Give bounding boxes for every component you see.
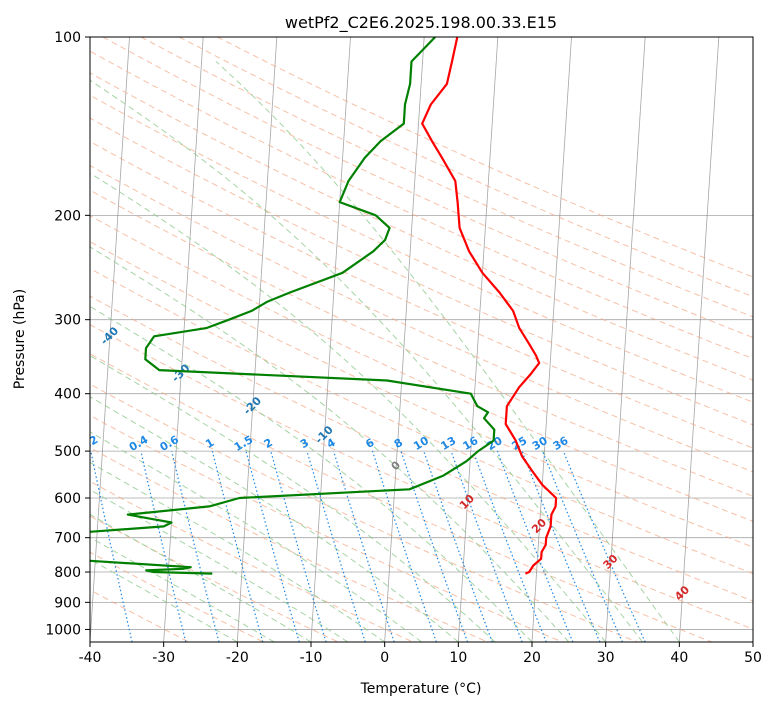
mixing-ratio-line [450, 450, 523, 642]
isotherm-line [605, 37, 646, 642]
mixing-ratio-line [562, 450, 646, 642]
temperature-profile-line [421, 37, 558, 575]
y-tick-label: 1000 [45, 622, 81, 638]
axis-ticks: -40 -30 -20 -10 0 10 20 30 40 50 100 200 300 400 500 60… [45, 30, 762, 666]
dry-adiabat [90, 94, 753, 403]
moist-adiabat [90, 172, 607, 642]
mixing-ratio-line [333, 450, 395, 642]
mixing-ratio-line [542, 450, 623, 642]
mixing-ratio-line [423, 450, 493, 642]
mixing-ratio-line [306, 450, 366, 642]
dry-adiabat [90, 383, 638, 642]
x-axis-label: Temperature (°C) [360, 681, 482, 697]
y-axis-label: Pressure (hPa) [12, 289, 28, 389]
moist-adiabat [90, 431, 422, 642]
isotherm-line [163, 37, 204, 642]
dry-adiabat [90, 551, 264, 642]
dry-adiabat [90, 353, 712, 642]
moist-adiabat [90, 396, 459, 642]
x-tick-label: 40 [670, 650, 688, 666]
isotherm-line [678, 37, 720, 642]
x-tick-label: 50 [744, 650, 762, 666]
y-tick-label: 500 [54, 444, 81, 460]
mixing-ratio-line [472, 450, 547, 642]
y-tick-label: 900 [54, 595, 81, 611]
dry-adiabat [90, 189, 753, 497]
y-tick-label: 100 [54, 30, 81, 46]
mixing-ratio-line [270, 450, 327, 642]
plot-frame [89, 36, 754, 643]
moist-adiabat [215, 61, 680, 642]
x-tick-label: -10 [300, 650, 323, 666]
mixing-ratio-line [245, 450, 300, 642]
moist-adiabat [90, 536, 275, 642]
y-tick-label: 300 [54, 313, 81, 329]
grid-layer [90, 37, 753, 642]
dry-adiabat [90, 414, 563, 642]
x-tick-label: -30 [152, 650, 175, 666]
mixing-ratio-line [211, 450, 264, 642]
dry-adiabat [90, 267, 753, 575]
y-tick-label: 800 [54, 565, 81, 581]
mixing-ratio-line [400, 450, 469, 642]
moist-adiabat [90, 513, 312, 642]
y-tick-label: 400 [54, 387, 81, 403]
dry-adiabat [90, 295, 753, 602]
isotherm-line [457, 37, 499, 642]
x-tick-label: 30 [597, 650, 615, 666]
dry-adiabat [90, 241, 753, 548]
moist-adiabat [90, 355, 496, 642]
dry-adiabat [90, 165, 753, 473]
moist-adiabat [90, 246, 570, 642]
dry-adiabat [90, 215, 753, 522]
moist-adiabat [90, 558, 238, 642]
isotherm-line [531, 37, 572, 642]
mixing-ratio-line [140, 450, 187, 642]
isotherm-line [236, 37, 278, 642]
mixing-ratio-line [521, 450, 601, 642]
x-tick-label: -40 [79, 650, 102, 666]
dry-adiabat [90, 72, 753, 381]
dewpoint-profile-line [90, 37, 496, 575]
mixing-ratio-label: 0.2 [77, 433, 100, 454]
y-tick-label: 200 [54, 208, 81, 224]
isotherm-line [384, 37, 425, 642]
y-tick-label: 700 [54, 531, 81, 547]
mixing-ratio-line [496, 450, 574, 642]
dry-adiabat [90, 117, 753, 426]
moist-adiabat [90, 79, 643, 642]
x-tick-label: 0 [380, 650, 389, 666]
mixing-ratio-line [371, 450, 437, 642]
moist-adiabat [90, 461, 385, 642]
dry-adiabat [90, 515, 339, 642]
x-tick-label: 10 [449, 650, 467, 666]
y-tick-label: 600 [54, 491, 81, 507]
dry-adiabat [90, 141, 753, 449]
mixing-ratio-line [171, 450, 220, 642]
dry-adiabat [90, 50, 753, 360]
x-tick-label: -20 [226, 650, 249, 666]
mixing-ratio-line [90, 450, 133, 642]
x-tick-label: 20 [523, 650, 541, 666]
chart-title: wetPf2_C2E6.2025.198.00.33.E15 [285, 13, 557, 33]
